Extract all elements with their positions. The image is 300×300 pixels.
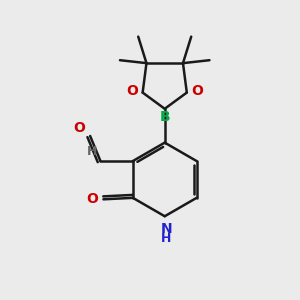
Text: H: H — [87, 145, 97, 158]
Text: B: B — [159, 110, 170, 124]
Text: N: N — [160, 221, 172, 236]
Text: O: O — [126, 84, 138, 98]
Text: O: O — [73, 121, 85, 134]
Text: O: O — [191, 84, 203, 98]
Text: H: H — [161, 232, 171, 244]
Text: O: O — [86, 192, 98, 206]
